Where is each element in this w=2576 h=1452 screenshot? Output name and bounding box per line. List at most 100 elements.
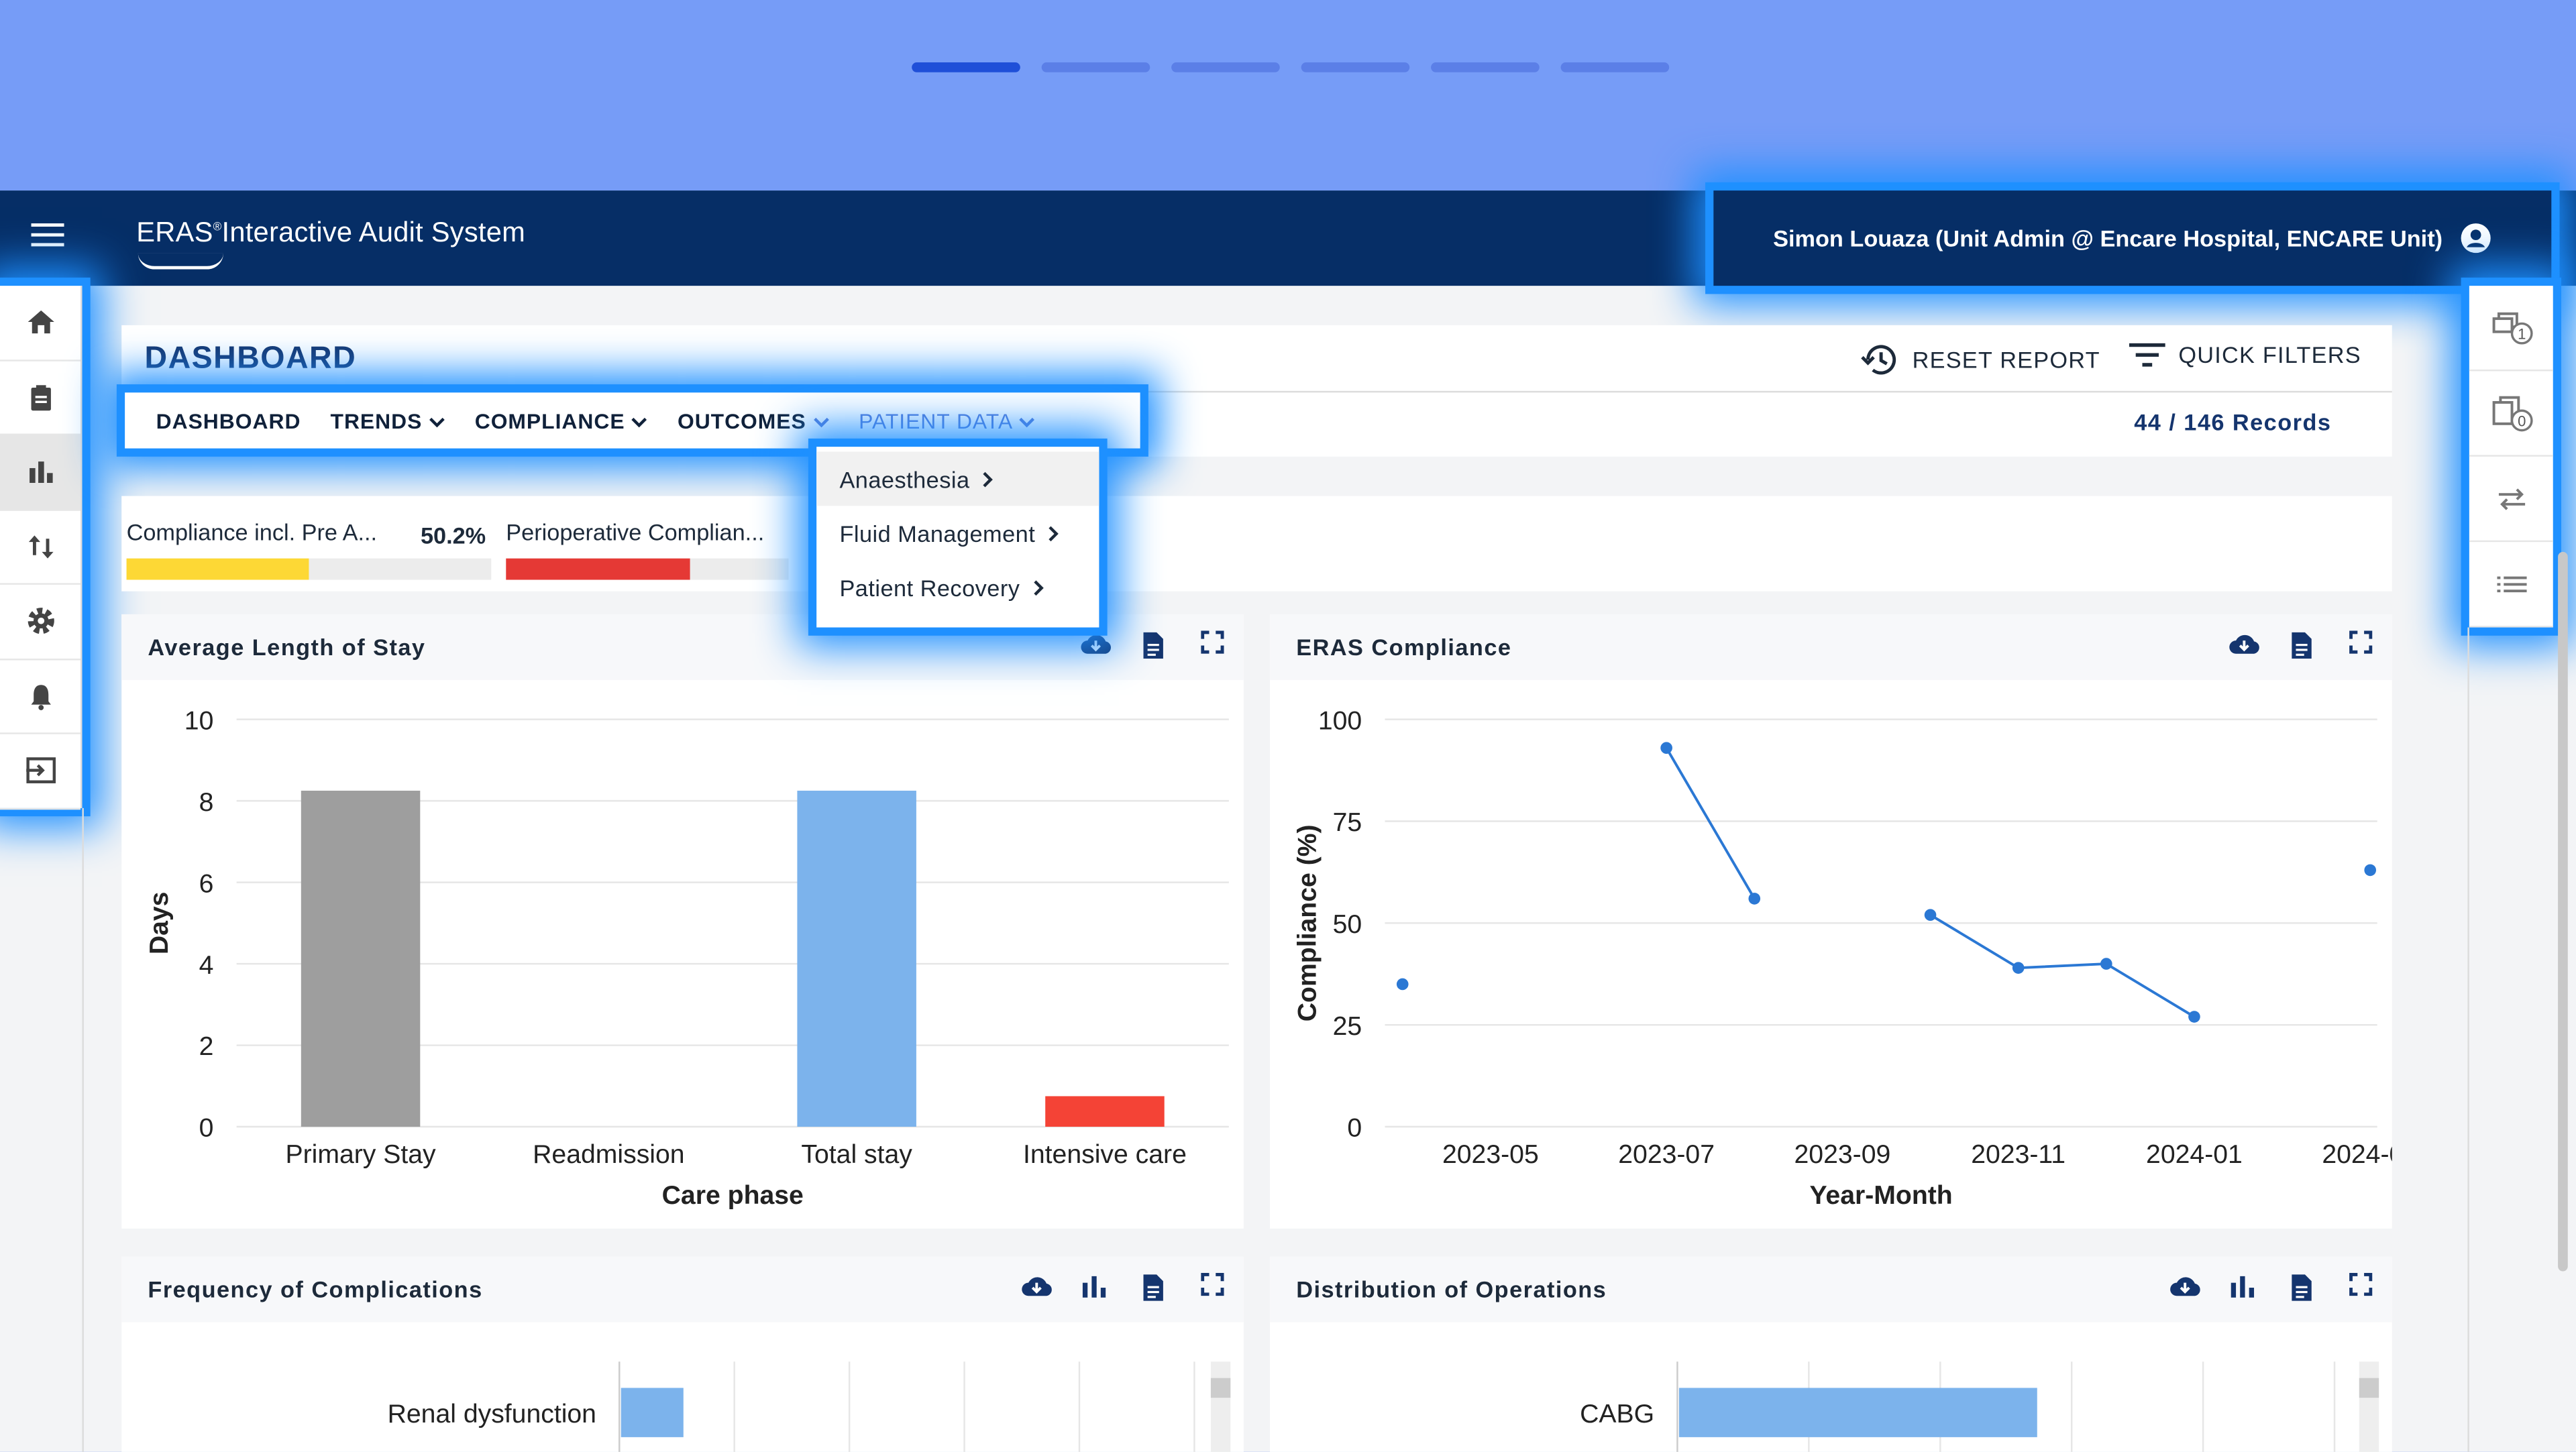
data-point <box>1396 978 1409 991</box>
cloud-download-icon[interactable] <box>2228 630 2259 667</box>
fullscreen-icon[interactable] <box>2346 1272 2375 1309</box>
menu-patient-data[interactable]: PATIENT DATA <box>859 408 1035 433</box>
data-point <box>1924 909 1937 922</box>
hamburger-menu-icon[interactable] <box>31 223 64 249</box>
bell-icon <box>30 684 50 710</box>
menu-dashboard[interactable]: DASHBOARD <box>156 408 301 433</box>
bar <box>301 790 421 1127</box>
page-title: DASHBOARD <box>144 341 357 376</box>
chevron-down-icon <box>429 416 445 427</box>
carousel-dot-4[interactable] <box>1301 62 1410 72</box>
badge-count-2: 0 <box>2517 412 2525 429</box>
scrollbar-track <box>2359 1361 2379 1452</box>
carousel-dot-6[interactable] <box>1560 62 1670 72</box>
list-view-button[interactable] <box>2469 542 2553 628</box>
data-point <box>2188 1011 2200 1023</box>
carousel-dot-5[interactable] <box>1431 62 1540 72</box>
copy-report-button[interactable]: 0 <box>2469 371 2553 457</box>
kpi-compliance-pre[interactable]: Compliance incl. Pre A... 50.2% <box>126 518 492 580</box>
menu-compliance[interactable]: COMPLIANCE <box>475 408 648 433</box>
nav-home[interactable] <box>0 286 81 361</box>
y-tick-label: 100 <box>1318 706 1362 735</box>
nav-transfer[interactable] <box>0 510 81 585</box>
right-toolbar: 1 0 <box>2469 286 2553 628</box>
quick-filters-button[interactable]: QUICK FILTERS <box>2129 341 2361 368</box>
scrollbar-track <box>1210 1361 1231 1452</box>
cloud-download-icon[interactable] <box>1079 630 1111 667</box>
y-tick-label: 6 <box>199 869 214 898</box>
fullscreen-icon[interactable] <box>1197 1272 1227 1309</box>
nav-notifications[interactable] <box>0 659 81 734</box>
menu-trends-label: TRENDS <box>330 408 423 433</box>
document-icon[interactable] <box>1138 1273 1168 1309</box>
cloud-download-icon[interactable] <box>1020 1273 1052 1309</box>
panel-eras-compliance: ERAS Compliance 0 25 50 75 100 2023-05 2023-07… <box>1270 614 2392 1229</box>
document-icon[interactable] <box>2287 1273 2316 1309</box>
account-circle-icon <box>2460 223 2491 254</box>
kpi-progress-fill <box>506 558 690 580</box>
layers-badge-icon: 1 <box>2491 311 2532 344</box>
badge-count-1: 1 <box>2517 325 2525 341</box>
logout-icon <box>25 757 55 784</box>
dropdown-item-fluid-management[interactable]: Fluid Management <box>816 506 1099 560</box>
menu-patient-data-label: PATIENT DATA <box>859 408 1012 433</box>
y-tick-label: 0 <box>1347 1114 1362 1143</box>
chevron-down-icon <box>813 416 829 427</box>
saved-filters-button[interactable]: 1 <box>2469 286 2553 372</box>
document-icon[interactable] <box>2287 630 2316 667</box>
reset-report-label: RESET REPORT <box>1912 346 2100 373</box>
data-point <box>2364 864 2377 877</box>
report-menu-bar: DASHBOARD TRENDS COMPLIANCE OUTCOMES PAT… <box>125 392 1140 449</box>
dropdown-item-anaesthesia[interactable]: Anaesthesia <box>816 451 1099 506</box>
carousel-dot-2[interactable] <box>1041 62 1150 72</box>
scrollbar-thumb <box>1210 1378 1231 1398</box>
series-line <box>1929 913 2195 1018</box>
menu-outcomes[interactable]: OUTCOMES <box>678 408 829 433</box>
series-line <box>1665 747 1756 899</box>
panel-frequency-of-complications: Frequency of Complications Renal dysfunc… <box>121 1256 1244 1452</box>
nav-logout[interactable] <box>0 734 81 809</box>
panel-header: ERAS Compliance <box>1270 614 2392 680</box>
app-logo: ERAS®Interactive Audit System <box>136 217 525 249</box>
x-tick-label: 2023-05 <box>1442 1140 1539 1169</box>
nav-settings[interactable] <box>0 585 81 660</box>
x-tick-label: 2024-03 <box>2322 1140 2392 1169</box>
dropdown-item-patient-recovery[interactable]: Patient Recovery <box>816 560 1099 614</box>
records-count: 44 / 146 Records <box>2134 408 2332 435</box>
chevron-down-icon <box>632 416 647 427</box>
nav-reports[interactable] <box>0 435 81 510</box>
menu-compliance-label: COMPLIANCE <box>474 408 625 433</box>
x-tick-label: Intensive care <box>1023 1140 1187 1169</box>
bar-chart-icon[interactable] <box>1079 1273 1109 1309</box>
y-tick-label: 75 <box>1333 808 1362 837</box>
document-icon[interactable] <box>1138 630 1168 667</box>
fullscreen-icon[interactable] <box>2346 630 2375 667</box>
kpi-label: Compliance incl. Pre A... <box>126 518 378 546</box>
compare-button[interactable] <box>2469 457 2553 543</box>
logo-swoosh <box>138 253 224 270</box>
carousel-dot-1[interactable] <box>912 62 1020 72</box>
kpi-progress-bar <box>126 558 492 580</box>
kpi-label: Perioperative Complian... <box>506 518 765 546</box>
x-tick-label: Readmission <box>533 1140 684 1169</box>
chevron-right-icon <box>1049 525 1059 541</box>
cloud-download-icon[interactable] <box>2169 1273 2200 1309</box>
bar-chart-icon[interactable] <box>2228 1273 2257 1309</box>
page-scrollbar[interactable] <box>2558 551 2568 1272</box>
nav-forms[interactable] <box>0 361 81 435</box>
carousel-dot-3[interactable] <box>1171 62 1280 72</box>
logo-registered: ® <box>213 222 222 234</box>
y-tick-label: 2 <box>199 1032 214 1061</box>
reset-report-button[interactable]: RESET REPORT <box>1860 341 2100 378</box>
kpi-perioperative[interactable]: Perioperative Complian... <box>506 518 789 580</box>
fullscreen-icon[interactable] <box>1197 630 1227 667</box>
kpi-progress-fill <box>126 558 310 580</box>
x-tick-label: 2024-01 <box>2146 1140 2243 1169</box>
chevron-right-icon <box>983 471 994 487</box>
y-tick-label: 4 <box>199 951 214 980</box>
panel-actions <box>2169 1272 2376 1309</box>
data-point <box>1660 742 1672 754</box>
menu-trends[interactable]: TRENDS <box>331 408 445 433</box>
user-account-button[interactable]: Simon Louaza (Unit Admin @ Encare Hospit… <box>1713 190 2552 286</box>
